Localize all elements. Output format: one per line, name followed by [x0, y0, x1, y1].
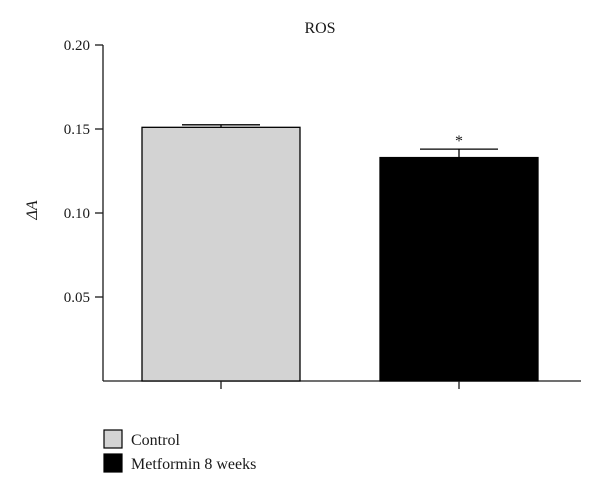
y-tick-label: 0.20: [64, 38, 90, 54]
chart-title: ROS: [304, 20, 335, 37]
y-tick-label: 0.05: [64, 290, 90, 306]
legend-swatch: [103, 429, 123, 449]
legend-label: Metformin 8 weeks: [131, 456, 256, 473]
significance-marker: *: [455, 133, 463, 150]
legend-label: Control: [131, 432, 180, 449]
bar-control: [141, 126, 301, 382]
bars: *: [141, 124, 539, 389]
legend: Control Metformin 8 weeks: [103, 429, 256, 473]
y-ticks: 0.05 0.10 0.15 0.20: [64, 38, 103, 306]
y-axis-label: ΔA: [24, 200, 41, 220]
bar-metformin: [379, 156, 539, 382]
y-tick-label: 0.15: [64, 122, 90, 138]
y-tick-label: 0.10: [64, 206, 90, 222]
legend-swatch: [103, 453, 123, 473]
